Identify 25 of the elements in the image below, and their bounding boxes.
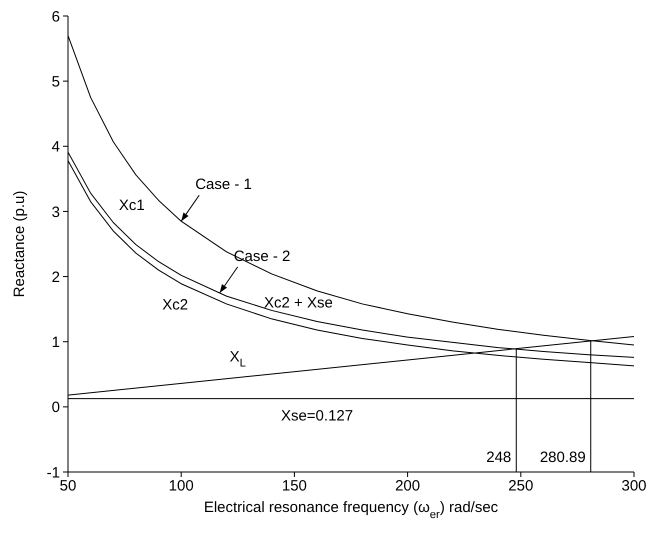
annotation: Xc2 + Xse xyxy=(264,294,333,312)
x-tick-label: 300 xyxy=(621,478,647,495)
annotation: X$_{L}$ xyxy=(230,348,246,370)
y-tick-label: 0 xyxy=(52,399,60,416)
x-tick-label: 200 xyxy=(395,478,420,495)
y-axis-title: Reactance (p.u) xyxy=(11,190,28,298)
annotation: 248 xyxy=(486,448,512,466)
y-tick-label: 1 xyxy=(52,334,60,352)
y-tick-label: 3 xyxy=(52,204,60,221)
x-tick-label: 150 xyxy=(282,478,307,495)
x-tick-label: 50 xyxy=(60,478,76,495)
x-tick-label: 100 xyxy=(168,478,194,495)
y-tick-label: 5 xyxy=(52,73,60,90)
annotation: Case - 1 xyxy=(195,176,252,194)
annotation: 280.89 xyxy=(540,448,586,466)
x-tick-label: 250 xyxy=(508,478,534,495)
annotation: Xc1 xyxy=(118,196,145,214)
annotation: Case - 2 xyxy=(234,248,290,265)
y-tick-label: 6 xyxy=(52,8,60,26)
y-tick-label: -1 xyxy=(46,464,60,482)
annotation: Xc2 xyxy=(162,296,188,314)
ref-line-label: Xse=0.127 xyxy=(280,408,354,425)
x-axis-title: Electrical resonance frequency (ω$_{er}$) rad/sec xyxy=(204,499,499,521)
y-tick-label: 2 xyxy=(52,268,60,286)
y-tick-label: 4 xyxy=(52,138,60,156)
